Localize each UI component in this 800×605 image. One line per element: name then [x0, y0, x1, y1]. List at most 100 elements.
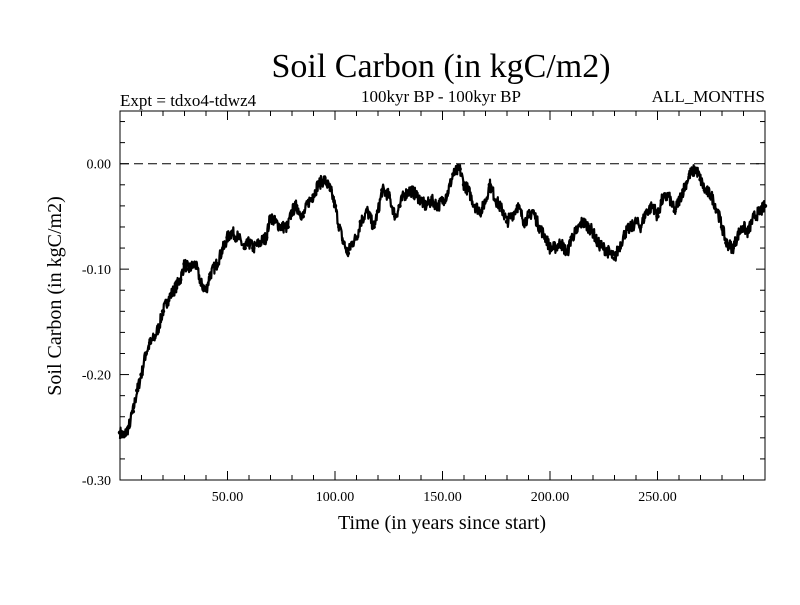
- series-point: [494, 198, 499, 203]
- series-point: [380, 187, 385, 193]
- series-point: [666, 193, 671, 198]
- y-axis-label: Soil Carbon (in kgC/m2): [44, 196, 66, 395]
- chart-title: Soil Carbon (in kgC/m2): [271, 48, 610, 85]
- series-point: [461, 182, 467, 187]
- series-point: [504, 219, 510, 224]
- series-point: [633, 219, 639, 224]
- series-point: [479, 209, 484, 214]
- series-point: [758, 209, 763, 214]
- series-point: [547, 245, 553, 251]
- series-point: [289, 209, 295, 214]
- series-point: [487, 182, 492, 187]
- series-point: [251, 245, 256, 251]
- series-point: [193, 261, 198, 267]
- series-point: [623, 230, 628, 235]
- series-point: [264, 235, 269, 240]
- series-point: [418, 198, 424, 203]
- series-point: [612, 256, 617, 261]
- experiment-label: Expt = tdxo4-tdwz4: [120, 91, 257, 110]
- series-point: [160, 309, 166, 314]
- series-point: [595, 240, 600, 245]
- series-point: [752, 214, 757, 219]
- series-point: [644, 209, 649, 214]
- series-point: [300, 214, 305, 219]
- series-point: [702, 187, 707, 193]
- series-point: [294, 203, 299, 209]
- series-point: [358, 219, 363, 224]
- series-point: [414, 193, 419, 198]
- series-point: [214, 261, 219, 267]
- series-point: [537, 224, 542, 230]
- y-tick-label: -0.30: [82, 474, 111, 489]
- series-point: [307, 198, 312, 203]
- months-label: ALL_MONTHS: [652, 87, 765, 106]
- series-point: [147, 340, 153, 346]
- series-point: [365, 209, 370, 214]
- series-point: [246, 240, 252, 245]
- series-point: [451, 172, 456, 177]
- series-point: [408, 187, 413, 193]
- series-point: [208, 272, 213, 277]
- series-point: [762, 203, 768, 209]
- series-point: [569, 235, 574, 240]
- series-point: [638, 224, 643, 230]
- series-point: [143, 351, 148, 356]
- series-point: [272, 219, 277, 224]
- x-tick-label: 100.00: [316, 490, 355, 505]
- series-point: [236, 235, 241, 240]
- series-point: [345, 251, 351, 256]
- series-point: [552, 245, 557, 251]
- series-point: [178, 277, 183, 282]
- series-point: [655, 214, 660, 219]
- series-point: [436, 203, 441, 209]
- series-point: [126, 425, 131, 430]
- series-point: [457, 166, 462, 172]
- series-point: [651, 203, 656, 209]
- series-point: [483, 198, 488, 203]
- series-point: [429, 198, 434, 203]
- series-point: [401, 193, 406, 198]
- series-point: [423, 203, 428, 209]
- series-point: [737, 230, 742, 235]
- series-point: [135, 388, 140, 393]
- series-point: [341, 240, 346, 245]
- series-point: [698, 177, 703, 182]
- series-point: [229, 230, 234, 235]
- series-point: [694, 166, 699, 172]
- series-point: [444, 193, 449, 198]
- y-tick-label: 0.00: [87, 158, 112, 173]
- series-point: [741, 224, 746, 230]
- series-point: [332, 203, 338, 209]
- y-tick-label: -0.20: [82, 369, 111, 384]
- series-point: [350, 240, 355, 245]
- series-point: [199, 282, 204, 288]
- series-point: [375, 209, 381, 214]
- series-point: [315, 182, 320, 187]
- series-point: [500, 209, 505, 214]
- series-point: [543, 235, 548, 240]
- x-tick-label: 200.00: [531, 490, 570, 505]
- series-point: [371, 224, 376, 230]
- series-point: [580, 219, 585, 224]
- chart-subtitle: 100kyr BP - 100kyr BP: [361, 87, 521, 106]
- series-point: [629, 224, 634, 230]
- series-point: [466, 187, 471, 193]
- series-point: [130, 409, 136, 414]
- series-point: [386, 193, 391, 198]
- series-point: [354, 235, 359, 240]
- series-point: [440, 198, 445, 203]
- series-point: [156, 324, 161, 330]
- series-point: [165, 298, 170, 303]
- series-point: [659, 198, 664, 203]
- series-point: [586, 224, 591, 230]
- series-point: [472, 203, 477, 209]
- series-point: [709, 193, 714, 198]
- series-point: [601, 245, 606, 251]
- plot-frame: [119, 110, 766, 481]
- series-point: [337, 224, 342, 230]
- series-point: [257, 240, 262, 245]
- series-point: [242, 245, 247, 251]
- series-point: [393, 214, 398, 219]
